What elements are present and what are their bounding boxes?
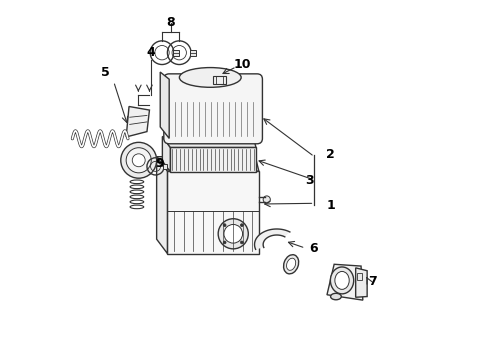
Polygon shape (162, 136, 255, 147)
Polygon shape (160, 72, 169, 138)
Text: 7: 7 (367, 275, 376, 288)
Circle shape (223, 224, 225, 226)
Bar (212, 76, 225, 84)
Ellipse shape (330, 267, 353, 294)
Polygon shape (156, 157, 167, 253)
Circle shape (121, 142, 156, 178)
Circle shape (218, 219, 248, 249)
Ellipse shape (179, 68, 241, 87)
Circle shape (132, 154, 145, 167)
Circle shape (263, 196, 270, 203)
Bar (172, 50, 178, 55)
Text: 4: 4 (146, 46, 155, 59)
Ellipse shape (286, 258, 295, 270)
Polygon shape (254, 229, 289, 249)
Bar (357, 273, 361, 280)
Polygon shape (162, 136, 170, 172)
Circle shape (224, 225, 242, 243)
Circle shape (223, 241, 225, 244)
Circle shape (240, 224, 243, 226)
Ellipse shape (334, 271, 348, 289)
FancyBboxPatch shape (163, 74, 262, 144)
Text: 10: 10 (233, 58, 250, 71)
Polygon shape (326, 264, 362, 300)
Ellipse shape (283, 255, 298, 274)
Circle shape (126, 148, 151, 173)
Bar (170, 147, 255, 172)
Text: 9: 9 (155, 157, 163, 170)
Polygon shape (355, 268, 366, 297)
Circle shape (240, 241, 243, 244)
Polygon shape (156, 157, 258, 171)
Text: 1: 1 (325, 199, 334, 212)
Text: 2: 2 (325, 148, 334, 161)
Text: 5: 5 (101, 66, 109, 79)
Bar (190, 50, 195, 55)
Ellipse shape (330, 293, 341, 300)
Polygon shape (126, 107, 149, 137)
Text: 6: 6 (308, 242, 317, 255)
Text: 8: 8 (166, 16, 175, 29)
Text: 3: 3 (304, 174, 313, 186)
Bar (163, 164, 167, 168)
Bar (167, 171, 258, 253)
